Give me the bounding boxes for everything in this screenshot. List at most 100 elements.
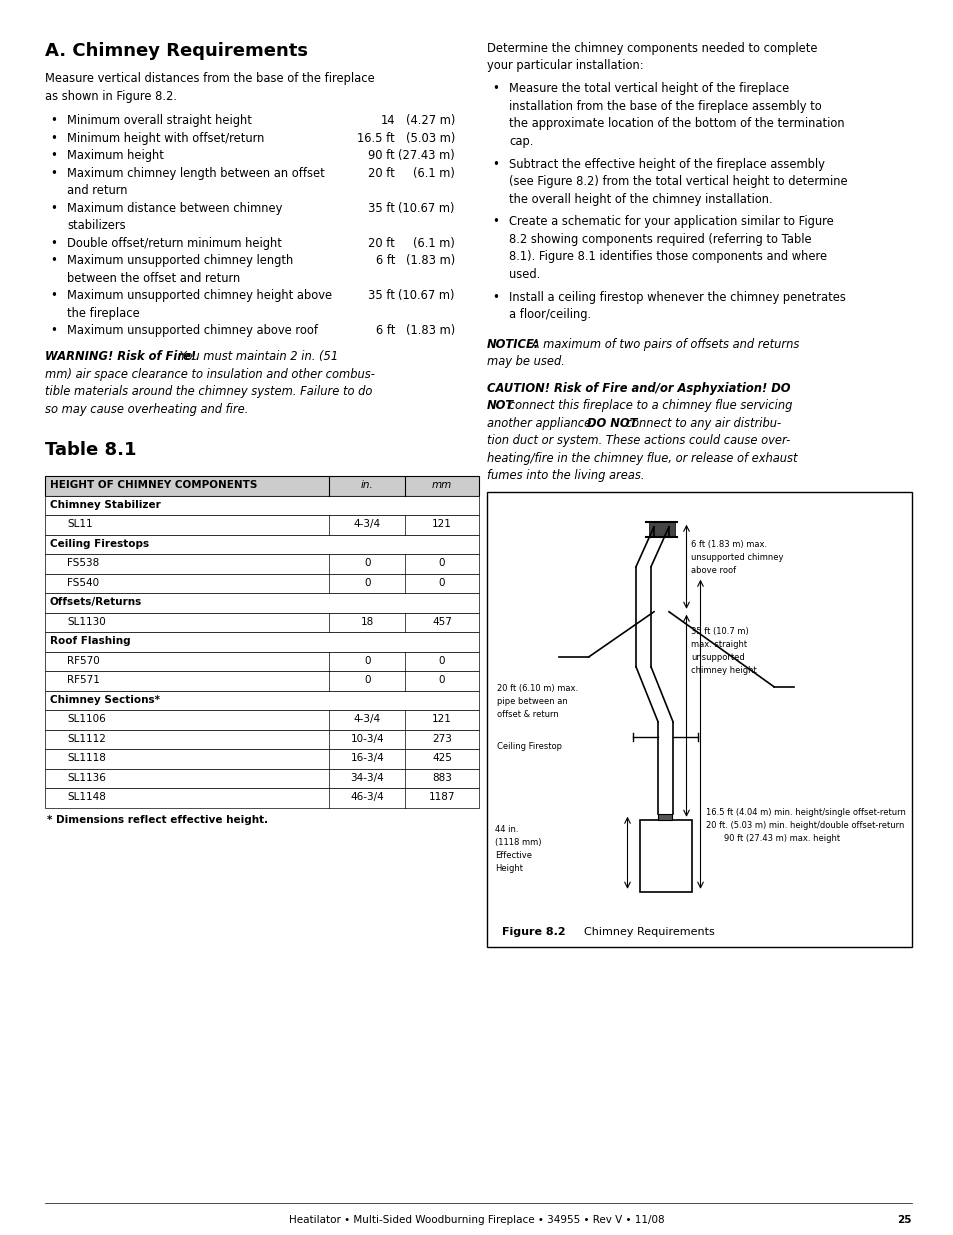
Text: Table 8.1: Table 8.1 — [45, 441, 136, 459]
Text: 16.5 ft (4.04 m) min. height/single offset-return: 16.5 ft (4.04 m) min. height/single offs… — [705, 808, 904, 816]
Bar — [45, 750, 478, 768]
Text: SL11: SL11 — [67, 519, 92, 530]
Bar — [45, 632, 478, 652]
Text: 16-3/4: 16-3/4 — [350, 753, 384, 763]
Text: your particular installation:: your particular installation: — [486, 59, 643, 73]
Bar — [45, 652, 478, 672]
Text: 457: 457 — [432, 616, 452, 626]
Text: in.: in. — [360, 480, 374, 490]
Bar — [648, 521, 674, 537]
Text: 20 ft: 20 ft — [368, 236, 395, 249]
Text: •: • — [492, 158, 498, 170]
Text: Height: Height — [495, 863, 522, 873]
Text: 90 ft: 90 ft — [368, 149, 395, 162]
Text: •: • — [50, 324, 57, 337]
Text: FS540: FS540 — [67, 578, 99, 588]
Text: 883: 883 — [432, 773, 452, 783]
Text: stabilizers: stabilizers — [67, 219, 126, 232]
Text: a floor/ceiling.: a floor/ceiling. — [509, 308, 591, 321]
Text: WARNING! Risk of Fire!: WARNING! Risk of Fire! — [45, 351, 195, 363]
Text: 4-3/4: 4-3/4 — [354, 519, 380, 530]
Text: Maximum chimney length between an offset: Maximum chimney length between an offset — [67, 167, 324, 179]
Text: 0: 0 — [438, 558, 445, 568]
Text: Measure the total vertical height of the fireplace: Measure the total vertical height of the… — [509, 83, 788, 95]
Text: SL1136: SL1136 — [67, 773, 106, 783]
Text: 10-3/4: 10-3/4 — [350, 734, 384, 743]
Text: A. Chimney Requirements: A. Chimney Requirements — [45, 42, 308, 61]
Text: 425: 425 — [432, 753, 452, 763]
Text: HEIGHT OF CHIMNEY COMPONENTS: HEIGHT OF CHIMNEY COMPONENTS — [50, 480, 257, 490]
Text: the fireplace: the fireplace — [67, 306, 139, 320]
Text: NOT: NOT — [486, 399, 514, 412]
Text: offset & return: offset & return — [497, 710, 558, 719]
Text: 0: 0 — [364, 676, 370, 685]
Bar — [45, 515, 478, 535]
Text: •: • — [50, 149, 57, 162]
Bar — [45, 768, 478, 788]
Text: 20 ft (6.10 m) max.: 20 ft (6.10 m) max. — [497, 684, 578, 693]
Text: may be used.: may be used. — [486, 356, 564, 368]
Text: Heatilator • Multi-Sided Woodburning Fireplace • 34955 • Rev V • 11/08: Heatilator • Multi-Sided Woodburning Fir… — [289, 1215, 664, 1225]
Text: (27.43 m): (27.43 m) — [397, 149, 455, 162]
Text: 6 ft: 6 ft — [375, 324, 395, 337]
Text: unsupported chimney: unsupported chimney — [691, 553, 783, 562]
Text: 44 in.: 44 in. — [495, 825, 518, 834]
Text: (5.03 m): (5.03 m) — [405, 131, 455, 144]
Text: installation from the base of the fireplace assembly to: installation from the base of the firepl… — [509, 100, 821, 112]
Text: Figure 8.2: Figure 8.2 — [501, 926, 565, 937]
Text: (6.1 m): (6.1 m) — [413, 236, 455, 249]
Text: the approximate location of the bottom of the termination: the approximate location of the bottom o… — [509, 117, 843, 130]
Text: 1187: 1187 — [429, 792, 455, 803]
Bar — [45, 593, 478, 613]
Text: 20 ft: 20 ft — [368, 167, 395, 179]
Bar — [45, 555, 478, 574]
Text: (10.67 m): (10.67 m) — [398, 289, 455, 303]
Text: •: • — [50, 131, 57, 144]
Text: 16.5 ft: 16.5 ft — [357, 131, 395, 144]
Text: chimney height: chimney height — [691, 666, 757, 674]
Text: 34-3/4: 34-3/4 — [350, 773, 384, 783]
Text: (1.83 m): (1.83 m) — [405, 254, 455, 267]
Bar — [639, 820, 691, 892]
Text: Chimney Stabilizer: Chimney Stabilizer — [50, 500, 161, 510]
Text: tible materials around the chimney system. Failure to do: tible materials around the chimney syste… — [45, 385, 372, 398]
Text: CAUTION! Risk of Fire and/or Asphyxiation! DO: CAUTION! Risk of Fire and/or Asphyxiatio… — [486, 382, 790, 394]
Text: 90 ft (27.43 m) max. height: 90 ft (27.43 m) max. height — [722, 834, 839, 842]
Text: Chimney Sections*: Chimney Sections* — [50, 695, 160, 705]
Text: •: • — [50, 114, 57, 127]
Text: 0: 0 — [438, 578, 445, 588]
Text: 0: 0 — [438, 676, 445, 685]
Text: Install a ceiling firestop whenever the chimney penetrates: Install a ceiling firestop whenever the … — [509, 290, 845, 304]
Text: DO NOT: DO NOT — [586, 416, 637, 430]
Text: 0: 0 — [438, 656, 445, 666]
Text: 121: 121 — [432, 519, 452, 530]
Bar — [45, 730, 478, 750]
Text: •: • — [50, 236, 57, 249]
Text: SL1118: SL1118 — [67, 753, 106, 763]
Text: Double offset/return minimum height: Double offset/return minimum height — [67, 236, 281, 249]
Text: •: • — [50, 254, 57, 267]
Text: mm) air space clearance to insulation and other combus-: mm) air space clearance to insulation an… — [45, 368, 375, 380]
Bar — [45, 495, 478, 515]
Text: (1.83 m): (1.83 m) — [405, 324, 455, 337]
Text: Roof Flashing: Roof Flashing — [50, 636, 131, 646]
Text: connect this fireplace to a chimney flue servicing: connect this fireplace to a chimney flue… — [504, 399, 791, 412]
Text: 6 ft (1.83 m) max.: 6 ft (1.83 m) max. — [691, 540, 767, 548]
Bar — [45, 535, 478, 555]
Text: 35 ft (10.7 m): 35 ft (10.7 m) — [691, 626, 748, 636]
Text: between the offset and return: between the offset and return — [67, 272, 240, 284]
Text: •: • — [492, 83, 498, 95]
Text: SL1112: SL1112 — [67, 734, 106, 743]
Text: Maximum distance between chimney: Maximum distance between chimney — [67, 201, 282, 215]
Text: another appliance.: another appliance. — [486, 416, 598, 430]
Text: (see Figure 8.2) from the total vertical height to determine: (see Figure 8.2) from the total vertical… — [509, 175, 846, 188]
Text: the overall height of the chimney installation.: the overall height of the chimney instal… — [509, 193, 772, 205]
Bar — [45, 710, 478, 730]
Text: •: • — [492, 290, 498, 304]
Text: so may cause overheating and fire.: so may cause overheating and fire. — [45, 403, 248, 416]
Bar — [45, 788, 478, 808]
Text: 20 ft. (5.03 m) min. height/double offset-return: 20 ft. (5.03 m) min. height/double offse… — [705, 821, 902, 830]
Text: 8.2 showing components required (referring to Table: 8.2 showing components required (referri… — [509, 232, 811, 246]
Text: •: • — [50, 167, 57, 179]
Text: fumes into the living areas.: fumes into the living areas. — [486, 469, 644, 482]
